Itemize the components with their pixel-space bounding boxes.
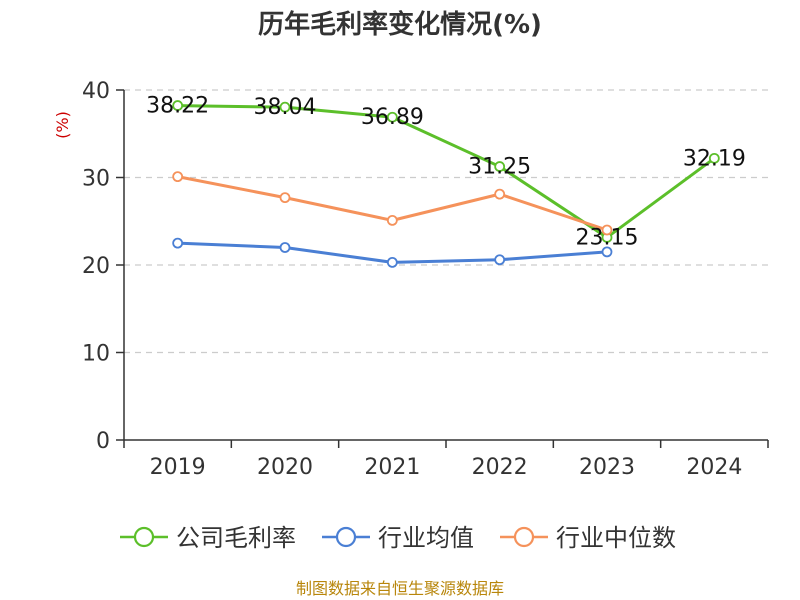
data-point — [172, 100, 184, 111]
grid-layer — [124, 89, 768, 354]
data-point — [494, 161, 506, 172]
x-tick-label: 2023 — [579, 455, 635, 480]
legend-label: 行业中位数 — [556, 524, 676, 552]
legend-label: 行业均值 — [378, 524, 474, 552]
data-label: 23.15 — [576, 225, 639, 250]
data-label: 36.89 — [361, 105, 424, 130]
x-tick-label: 2020 — [257, 455, 313, 480]
y-tick-label: 10 — [82, 342, 110, 367]
data-point — [386, 111, 398, 123]
y-axis-unit-label: (%) — [53, 111, 72, 139]
data-point — [279, 242, 291, 253]
data-point — [494, 188, 506, 200]
x-tick-label: 2019 — [150, 455, 206, 480]
x-tick-label: 2024 — [686, 455, 742, 480]
data-label-layer: 38.22 38.04 36.89 31.25 23.15 32.19 — [146, 94, 746, 251]
data-point — [386, 214, 398, 226]
y-tick-label: 20 — [82, 254, 110, 279]
source-note: 制图数据来自恒生聚源数据库 — [296, 579, 504, 598]
data-label: 32.19 — [683, 146, 746, 171]
data-point — [708, 152, 720, 164]
chart-title: 历年毛利率变化情况(%) — [258, 9, 542, 40]
series-line — [176, 104, 716, 239]
y-tick-label: 40 — [82, 79, 110, 104]
data-point — [386, 256, 398, 268]
data-point — [494, 254, 506, 266]
x-tick-label: 2022 — [472, 455, 528, 480]
legend-marker — [133, 526, 155, 548]
data-point — [172, 237, 184, 249]
y-tick-label: 30 — [82, 167, 110, 192]
legend-marker — [335, 526, 357, 548]
y-tick-label: 0 — [96, 429, 110, 454]
data-point — [601, 224, 613, 236]
legend-marker — [513, 526, 535, 548]
data-label: 38.22 — [146, 94, 209, 119]
data-point — [279, 101, 291, 113]
data-point — [279, 192, 291, 204]
data-label: 31.25 — [468, 155, 531, 180]
data-label: 38.04 — [254, 95, 317, 120]
legend-label: 公司毛利率 — [176, 524, 296, 552]
data-point — [601, 246, 613, 258]
data-point — [172, 171, 184, 183]
legend: 公司毛利率 行业均值 行业中位数 — [120, 524, 676, 552]
x-tick-label: 2021 — [364, 455, 420, 480]
axis-layer: 0 10 20 30 40 2019 2020 2021 2022 2023 2024 — [82, 79, 769, 480]
series-layer — [172, 100, 720, 268]
